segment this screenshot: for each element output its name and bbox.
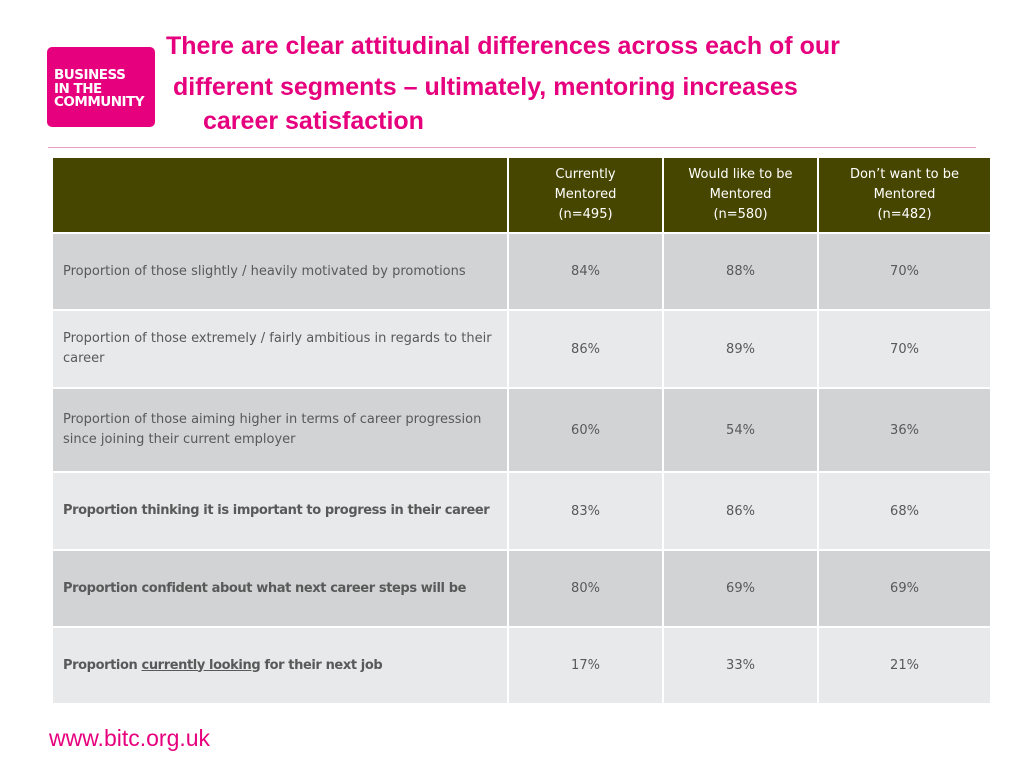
table-row: Proportion currently looking for their n… <box>51 626 992 705</box>
table-row: Proportion thinking it is important to p… <box>51 471 992 551</box>
value-cell: 80% <box>507 549 664 628</box>
col-header-line: Mentored <box>873 187 936 202</box>
table-row: Proportion of those slightly / heavily m… <box>51 232 992 311</box>
value-cell: 89% <box>662 309 819 389</box>
title-divider <box>48 147 976 148</box>
row-label: Proportion of those slightly / heavily m… <box>51 232 509 311</box>
header-blank-cell <box>51 156 509 234</box>
value-cell: 86% <box>507 309 664 389</box>
value-cell: 70% <box>817 309 992 389</box>
row-label: Proportion confident about what next car… <box>51 549 509 628</box>
value-cell: 70% <box>817 232 992 311</box>
table-row: Proportion confident about what next car… <box>51 549 992 628</box>
table-header-row: Currently Mentored (n=495) Would like to… <box>51 156 992 234</box>
table-row: Proportion of those extremely / fairly a… <box>51 309 992 389</box>
col-header-line: (n=495) <box>558 207 613 222</box>
col-header-currently-mentored: Currently Mentored (n=495) <box>507 156 664 234</box>
col-header-line: (n=580) <box>713 207 768 222</box>
col-header-dont-want-mentored: Don’t want to be Mentored (n=482) <box>817 156 992 234</box>
row-label: Proportion of those aiming higher in ter… <box>51 387 509 473</box>
slide-title-line-1: There are clear attitudinal differences … <box>166 32 840 60</box>
row-label: Proportion currently looking for their n… <box>51 626 509 705</box>
col-header-line: Don’t want to be <box>849 167 960 182</box>
value-cell: 69% <box>817 549 992 628</box>
row-label-part: Proportion <box>63 657 142 673</box>
value-cell: 83% <box>507 471 664 551</box>
row-label: Proportion thinking it is important to p… <box>51 471 509 551</box>
col-header-line: Would like to be <box>688 167 793 182</box>
table-row: Proportion of those aiming higher in ter… <box>51 387 992 473</box>
segment-comparison-table: Currently Mentored (n=495) Would like to… <box>51 156 992 705</box>
col-header-line: Currently <box>555 167 616 182</box>
value-cell: 84% <box>507 232 664 311</box>
col-header-line: Mentored <box>709 187 772 202</box>
value-cell: 60% <box>507 387 664 473</box>
value-cell: 36% <box>817 387 992 473</box>
col-header-line: Mentored <box>554 187 617 202</box>
logo-line-2: IN THE <box>54 80 102 97</box>
row-label: Proportion of those extremely / fairly a… <box>51 309 509 389</box>
logo-line-1: BUSINESS <box>54 67 126 83</box>
bitc-logo: BUSINESS IN THE COMMUNITY <box>47 47 155 127</box>
website-link[interactable]: www.bitc.org.uk <box>49 725 211 751</box>
value-cell: 88% <box>662 232 819 311</box>
row-label-underlined-part: currently looking <box>141 657 261 673</box>
col-header-would-like-mentored: Would like to be Mentored (n=580) <box>662 156 819 234</box>
value-cell: 86% <box>662 471 819 551</box>
value-cell: 17% <box>507 626 664 705</box>
value-cell: 69% <box>662 549 819 628</box>
row-label-part: for their next job <box>260 657 383 673</box>
value-cell: 54% <box>662 387 819 473</box>
slide-title-line-3: career satisfaction <box>203 107 424 135</box>
logo-line-3: COMMUNITY <box>54 94 145 110</box>
value-cell: 33% <box>662 626 819 705</box>
value-cell: 21% <box>817 626 992 705</box>
slide-title-line-2: different segments – ultimately, mentori… <box>173 73 798 101</box>
col-header-line: (n=482) <box>877 207 932 222</box>
value-cell: 68% <box>817 471 992 551</box>
